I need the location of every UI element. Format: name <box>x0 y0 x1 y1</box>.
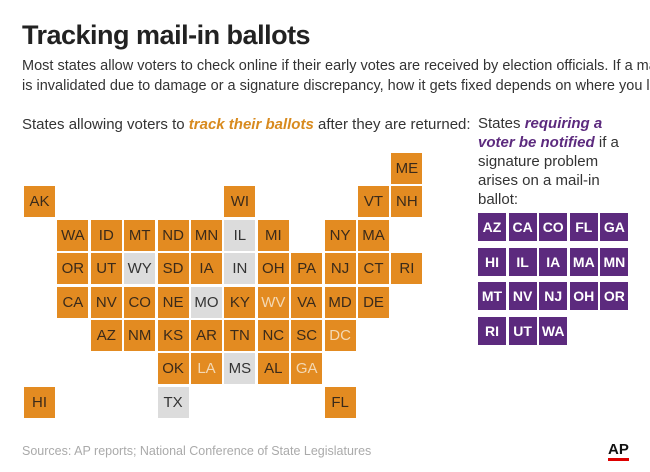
state-tile: AR <box>191 320 222 351</box>
notify-heading: States requiring a voter be notified if … <box>478 114 638 209</box>
state-tile: NJ <box>324 253 356 285</box>
state-tile: FL <box>324 386 356 418</box>
state-tile: SD <box>157 253 189 285</box>
state-tile: CO <box>124 286 156 318</box>
notify-tile: IA <box>539 247 568 276</box>
state-tile: WI <box>224 186 256 218</box>
state-tile: OR <box>57 253 89 285</box>
state-tile: NH <box>391 186 423 218</box>
map-heading: States allowing voters to track their ba… <box>22 116 471 133</box>
state-tile: MA <box>358 219 389 251</box>
state-tile: SC <box>291 320 323 351</box>
state-tile: ND <box>157 219 189 251</box>
heading-text: after they are returned: <box>313 116 471 133</box>
notify-tile: MN <box>600 247 629 276</box>
state-tile: VT <box>358 186 389 218</box>
heading-emphasis: requiring a voter be notified <box>478 115 603 151</box>
state-tile: DC <box>324 320 356 351</box>
notify-tile: CA <box>508 213 537 241</box>
state-tile: HI <box>24 386 55 418</box>
state-tile: PA <box>291 253 323 285</box>
notify-tile: GA <box>600 213 629 241</box>
state-tile: GA <box>291 353 323 385</box>
state-tile: MI <box>257 219 289 251</box>
state-tile: IA <box>191 253 222 285</box>
state-tile: NM <box>124 320 156 351</box>
state-tile: MD <box>324 286 356 318</box>
state-tile: ID <box>90 219 122 251</box>
state-tile: NE <box>157 286 189 318</box>
state-tile: AL <box>257 353 289 385</box>
notify-tile: NJ <box>539 282 568 310</box>
state-tile: NC <box>257 320 289 351</box>
notify-tile: OR <box>600 282 629 310</box>
state-tile: UT <box>90 253 122 285</box>
notify-tile: FL <box>569 213 598 241</box>
notify-tile: MT <box>478 282 506 310</box>
notify-tile: MA <box>569 247 598 276</box>
state-tile: VA <box>291 286 323 318</box>
notify-tile: NV <box>508 282 537 310</box>
state-tile: WA <box>57 219 89 251</box>
state-tile: NV <box>90 286 122 318</box>
subtitle-line: Most states allow voters to check online… <box>22 58 650 74</box>
notify-tile: UT <box>508 316 537 345</box>
notify-tile: IL <box>508 247 537 276</box>
title: Tracking mail-in ballots <box>22 20 311 50</box>
state-tile: KS <box>157 320 189 351</box>
state-tile: DE <box>358 286 389 318</box>
subtitle-line: is invalidated due to damage or a signat… <box>22 78 650 94</box>
state-tile: IN <box>224 253 256 285</box>
logo: AP <box>608 442 629 461</box>
source: Sources: AP reports; National Conference… <box>22 444 372 458</box>
state-tile: KY <box>224 286 256 318</box>
notify-tile: AZ <box>478 213 506 241</box>
state-tile: MN <box>191 219 222 251</box>
heading-emphasis: track their ballots <box>188 116 314 133</box>
notify-tile: HI <box>478 247 506 276</box>
state-tile: MS <box>224 353 256 385</box>
notify-tile: CO <box>539 213 568 241</box>
heading-text: States <box>478 115 525 132</box>
state-tile: LA <box>191 353 222 385</box>
state-tile: TX <box>157 386 189 418</box>
state-tile: NY <box>324 219 356 251</box>
state-tile: OH <box>257 253 289 285</box>
state-tile: ME <box>391 153 423 184</box>
state-tile: CA <box>57 286 89 318</box>
notify-tile: OH <box>569 282 598 310</box>
state-tile: WY <box>124 253 156 285</box>
notify-tile: WA <box>539 316 568 345</box>
state-tile: IL <box>224 219 256 251</box>
state-tile: TN <box>224 320 256 351</box>
heading-text: States allowing voters to <box>22 116 189 133</box>
state-tile: CT <box>358 253 389 285</box>
state-tile: OK <box>157 353 189 385</box>
state-tile: MT <box>124 219 156 251</box>
notify-tile: RI <box>478 316 506 345</box>
state-tile: RI <box>391 253 423 285</box>
state-tile: AZ <box>90 320 122 351</box>
state-tile: AK <box>24 186 55 218</box>
heading-text: if a signature problem arises on a mail-… <box>478 134 619 208</box>
state-tile: MO <box>191 286 222 318</box>
state-tile: WV <box>257 286 289 318</box>
